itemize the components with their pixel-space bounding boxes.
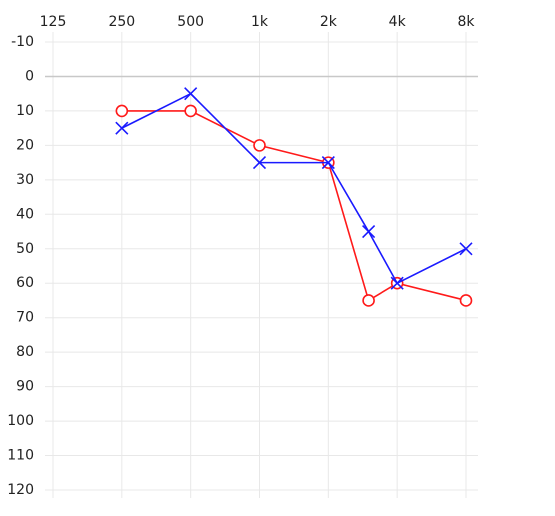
x-tick-label: 125 [40, 14, 67, 30]
marker-x [184, 87, 198, 101]
marker-x [390, 276, 404, 290]
series-line [121, 110, 467, 302]
x-tick-label: 2k [320, 14, 338, 30]
y-tick-label: 50 [16, 241, 34, 257]
y-tick-label: 30 [16, 172, 34, 188]
y-tick-label: 20 [16, 137, 34, 153]
y-tick-label: 120 [7, 482, 34, 498]
marker-o [253, 139, 266, 152]
marker-o [362, 294, 375, 307]
y-tick-label: 60 [16, 275, 34, 291]
y-tick-label: 80 [16, 344, 34, 360]
marker-x [321, 156, 335, 170]
marker-o [459, 294, 473, 307]
x-tick-label: 1k [251, 14, 269, 30]
series-line [121, 92, 467, 285]
y-tick-label: 40 [16, 206, 34, 222]
marker-o [115, 104, 129, 118]
y-tick-label: 90 [16, 379, 34, 395]
x-tick-label: 500 [177, 14, 204, 30]
marker-x [362, 224, 376, 239]
y-tick-label: -10 [11, 34, 34, 50]
y-tick-label: 100 [7, 413, 34, 429]
x-tick-label: 4k [389, 14, 407, 30]
marker-x [115, 121, 129, 135]
y-tick-label: 70 [16, 310, 34, 326]
marker-x [252, 156, 267, 170]
marker-x [459, 242, 473, 256]
marker-o [184, 104, 197, 118]
x-tick-label: 250 [108, 14, 135, 30]
y-tick-label: 0 [25, 68, 34, 84]
y-tick-label: 110 [7, 448, 34, 464]
x-tick-label: 8k [457, 14, 475, 30]
y-tick-label: 10 [16, 103, 34, 119]
